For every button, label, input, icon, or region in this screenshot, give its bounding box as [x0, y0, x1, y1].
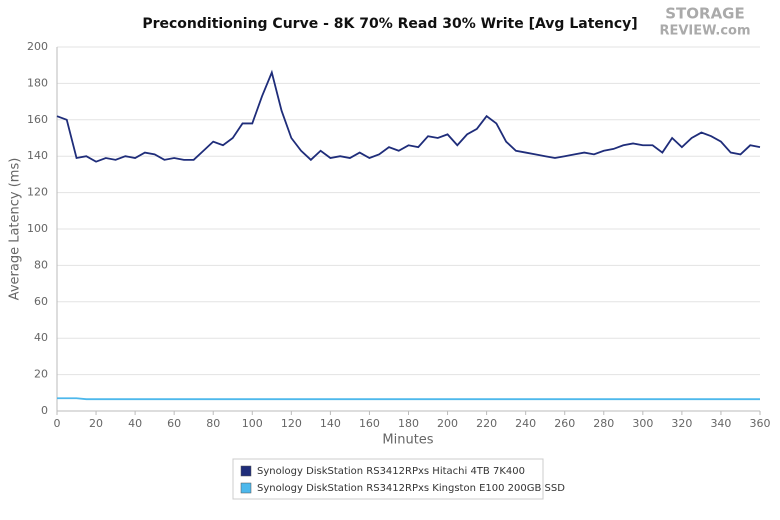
- x-tick-label: 20: [89, 417, 103, 430]
- x-axis-title: Minutes: [382, 433, 433, 448]
- legend-swatch: [240, 465, 252, 477]
- y-tick-label: 200: [27, 40, 48, 53]
- y-tick-label: 160: [27, 113, 48, 126]
- x-tick-label: 60: [167, 417, 181, 430]
- y-tick-label: 100: [27, 222, 48, 235]
- x-tick-label: 140: [320, 417, 341, 430]
- x-tick-label: 160: [359, 417, 380, 430]
- legend-label: Synology DiskStation RS3412RPxs Hitachi …: [257, 466, 525, 477]
- y-axis-title: Average Latency (ms): [8, 158, 23, 301]
- series-line: [57, 397, 760, 401]
- y-tick-label: 60: [34, 295, 48, 308]
- y-tick-label: 40: [34, 331, 48, 344]
- legend-swatch: [240, 482, 252, 494]
- x-tick-label: 0: [54, 417, 61, 430]
- chart-title: Preconditioning Curve - 8K 70% Read 30% …: [142, 16, 637, 32]
- x-tick-label: 120: [281, 417, 302, 430]
- y-tick-label: 140: [27, 149, 48, 162]
- y-tick-label: 180: [27, 76, 48, 89]
- x-tick-label: 340: [710, 417, 731, 430]
- legend-label: Synology DiskStation RS3412RPxs Kingston…: [257, 483, 565, 494]
- x-tick-label: 240: [515, 417, 536, 430]
- x-tick-label: 40: [128, 417, 142, 430]
- x-tick-label: 360: [750, 417, 771, 430]
- legend-box: [232, 458, 544, 500]
- watermark: STORAGE: [665, 5, 745, 23]
- series-line: [56, 69, 761, 163]
- y-tick-label: 80: [34, 258, 48, 271]
- watermark: REVIEW.com: [659, 24, 750, 39]
- x-tick-label: 200: [437, 417, 458, 430]
- x-tick-label: 280: [593, 417, 614, 430]
- x-tick-label: 80: [206, 417, 220, 430]
- y-tick-label: 20: [34, 368, 48, 381]
- x-tick-label: 260: [554, 417, 575, 430]
- x-tick-label: 180: [398, 417, 419, 430]
- x-tick-label: 320: [671, 417, 692, 430]
- y-tick-label: 120: [27, 186, 48, 199]
- y-tick-label: 0: [41, 404, 48, 417]
- x-tick-label: 300: [632, 417, 653, 430]
- x-tick-label: 100: [242, 417, 263, 430]
- x-tick-label: 220: [476, 417, 497, 430]
